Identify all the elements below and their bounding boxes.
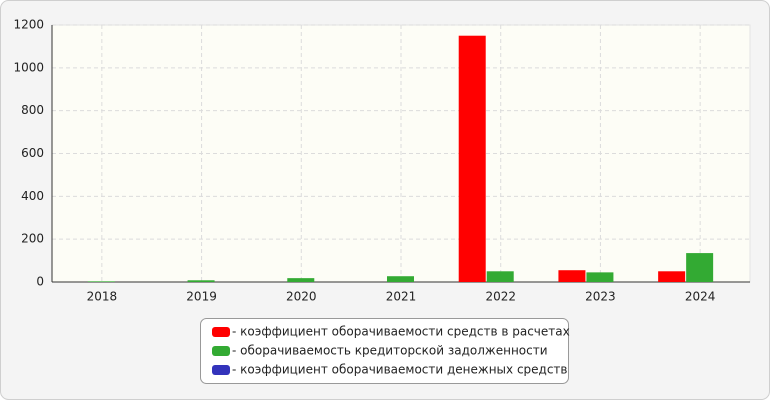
legend-swatch <box>212 365 230 375</box>
y-tick-label: 1000 <box>13 60 44 74</box>
bar <box>458 35 486 283</box>
y-tick-label: 600 <box>21 146 44 160</box>
x-tick-label: 2019 <box>186 290 217 304</box>
x-tick-label: 2024 <box>685 290 716 304</box>
y-tick-label: 400 <box>21 189 44 203</box>
legend-label: - оборачиваемость кредиторской задолженн… <box>232 344 548 358</box>
y-tick-label: 800 <box>21 103 44 117</box>
bar <box>558 270 586 282</box>
x-tick-label: 2020 <box>286 290 317 304</box>
x-tick-label: 2021 <box>386 290 417 304</box>
bar <box>187 280 215 282</box>
bar <box>686 253 714 282</box>
x-tick-label: 2023 <box>585 290 616 304</box>
x-tick-label: 2018 <box>87 290 118 304</box>
y-tick-label: 200 <box>21 232 44 246</box>
bar <box>87 281 115 282</box>
y-tick-label: 1200 <box>13 18 44 32</box>
legend-swatch <box>212 327 230 337</box>
bar <box>658 271 686 282</box>
x-tick-label: 2022 <box>485 290 516 304</box>
bar <box>486 271 514 282</box>
bar <box>387 276 414 282</box>
bar <box>287 278 315 282</box>
legend-swatch <box>212 346 230 356</box>
legend <box>200 318 569 384</box>
y-tick-label: 0 <box>36 275 44 289</box>
legend-label: - коэффициент оборачиваемости денежных с… <box>232 363 568 377</box>
legend-label: - коэффициент оборачиваемости средств в … <box>232 325 570 339</box>
bar <box>586 272 614 282</box>
